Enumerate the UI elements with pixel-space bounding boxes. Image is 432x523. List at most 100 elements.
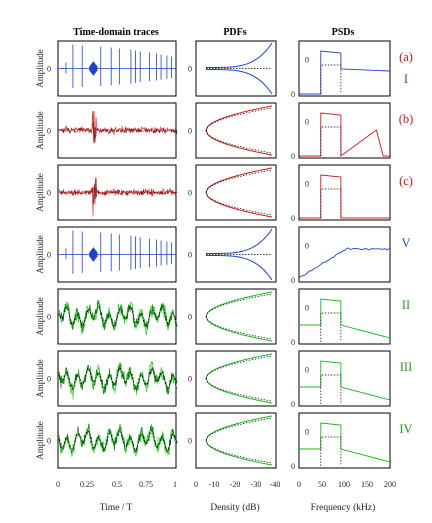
time-panel-frame xyxy=(57,412,177,469)
time-tick: 1 xyxy=(173,480,177,489)
freq-tick: 200 xyxy=(384,480,396,489)
time-trace-reference xyxy=(58,306,178,327)
pdf-curve xyxy=(205,415,273,441)
pdf-reference xyxy=(205,130,273,154)
amplitude-axis-label: Amplitude xyxy=(35,421,45,460)
psd-reference xyxy=(320,312,342,342)
zero-tick-label: 0 xyxy=(47,313,51,322)
row-label: (a) xyxy=(399,50,413,64)
pdf-curve xyxy=(205,316,273,342)
psd-reference xyxy=(320,374,342,404)
time-tick: 0.25 xyxy=(80,480,94,489)
zero-tick-label: 0 xyxy=(188,251,192,260)
row-label: (b) xyxy=(399,112,414,126)
zero-tick-label: 0 xyxy=(188,127,192,136)
pdf-curve xyxy=(206,228,273,254)
freq-tick: 100 xyxy=(338,480,350,489)
psd-panel-frame xyxy=(298,164,391,221)
psd-reference xyxy=(320,126,342,156)
psd-curve xyxy=(298,247,391,279)
zero-tick-label: 0 xyxy=(47,251,51,260)
pdf-reference xyxy=(205,316,273,340)
zero-tick-label: 0 xyxy=(188,313,192,322)
zero-tick-label: 0 xyxy=(305,242,309,251)
time-trace xyxy=(58,300,178,332)
zero-tick-label: 0 xyxy=(291,400,295,409)
pdf-curve xyxy=(205,440,273,466)
pdf-panel-frame xyxy=(195,412,277,469)
x-label-density: Density (dB) xyxy=(210,502,259,513)
amplitude-axis-label: Amplitude xyxy=(35,49,45,88)
pdf-reference xyxy=(205,169,273,193)
freq-tick: 0 xyxy=(297,480,301,489)
psd-curve xyxy=(299,360,391,401)
pdf-curve xyxy=(205,353,273,379)
zero-tick-label: 0 xyxy=(305,56,309,65)
pdf-reference xyxy=(205,417,273,441)
freq-axis-ticks: 0 50 100 150 200 xyxy=(297,480,396,489)
psd-curve xyxy=(299,174,390,219)
time-tick: 0.75 xyxy=(139,480,153,489)
zero-tick-label: 0 xyxy=(188,189,192,198)
zero-tick-label: 0 xyxy=(305,304,309,313)
row-label: V xyxy=(401,236,410,250)
pdf-curve xyxy=(205,167,273,193)
psd-reference xyxy=(320,188,342,218)
row-label: IV xyxy=(399,422,412,436)
pdf-curve xyxy=(205,105,273,131)
zero-tick-label: 0 xyxy=(47,189,51,198)
psd-panel-frame xyxy=(298,412,391,469)
x-label-time: Time / T xyxy=(100,503,133,513)
psd-panel-frame xyxy=(298,40,391,97)
pdf-curve xyxy=(205,192,273,218)
amplitude-axis-label: Amplitude xyxy=(35,235,45,274)
density-tick: -10 xyxy=(209,480,220,489)
psd-curve xyxy=(299,422,391,463)
amplitude-axis-label: Amplitude xyxy=(35,359,45,398)
density-tick: 0 xyxy=(194,480,198,489)
amplitude-axis-label: Amplitude xyxy=(35,111,45,150)
pdf-panel-frame xyxy=(195,350,277,407)
zero-tick-label: 0 xyxy=(291,276,295,285)
psd-reference xyxy=(320,436,342,466)
pdf-curve xyxy=(206,255,273,281)
row-label: II xyxy=(402,298,410,312)
psd-curve xyxy=(299,298,391,339)
row-label: (c) xyxy=(399,174,413,188)
zero-tick-label: 0 xyxy=(188,437,192,446)
amplitude-axis-label: Amplitude xyxy=(35,297,45,336)
psd-reference xyxy=(320,64,342,94)
zero-tick-label: 0 xyxy=(291,338,295,347)
time-trace-reference xyxy=(58,430,178,451)
psd-panel-frame xyxy=(298,226,391,283)
zero-tick-label: 0 xyxy=(47,127,51,136)
zero-tick-label: 0 xyxy=(291,214,295,223)
zero-tick-label: 0 xyxy=(305,118,309,127)
zero-tick-label: 0 xyxy=(188,375,192,384)
psd-curve xyxy=(299,50,391,95)
density-tick: -20 xyxy=(230,480,241,489)
pdf-curve xyxy=(205,130,273,156)
pdf-curve xyxy=(206,69,273,95)
col-title-time: Time-domain traces xyxy=(73,27,159,38)
density-axis-ticks: 0 -10 -20 -30 -40 xyxy=(194,480,280,489)
zero-tick-label: 0 xyxy=(188,65,192,74)
freq-tick: 150 xyxy=(361,480,373,489)
pdf-reference xyxy=(205,378,273,402)
density-tick: -30 xyxy=(251,480,262,489)
pdf-panel-frame xyxy=(195,102,277,159)
zero-tick-label: 0 xyxy=(47,65,51,74)
pdf-curve xyxy=(206,42,273,68)
col-title-psd: PSDs xyxy=(332,27,355,38)
pdf-panel-frame xyxy=(195,288,277,345)
psd-panel-frame xyxy=(298,102,391,159)
row-sublabel: I xyxy=(404,72,408,86)
zero-tick-label: 0 xyxy=(305,180,309,189)
zero-tick-label: 0 xyxy=(305,366,309,375)
time-trace-reference xyxy=(58,122,178,141)
